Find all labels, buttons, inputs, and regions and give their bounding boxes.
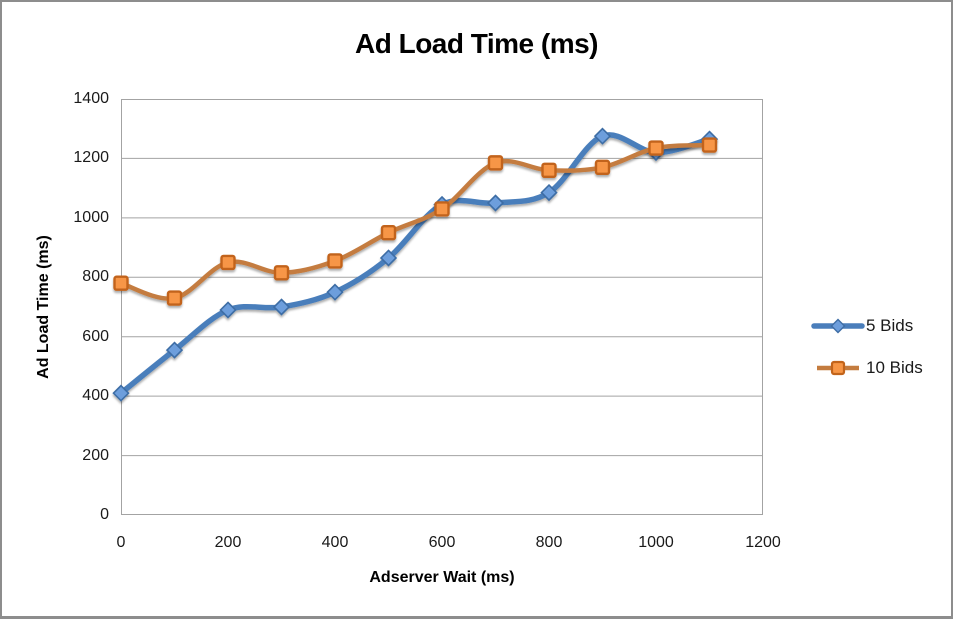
y-tick-label: 200	[82, 446, 109, 464]
x-tick-label: 400	[321, 534, 349, 551]
y-tick-label: 0	[100, 506, 109, 523]
x-tick-label: 600	[428, 534, 456, 551]
x-tick-label: 1200	[745, 534, 781, 551]
y-tick-label: 400	[82, 387, 109, 405]
y-axis-title: Ad Load Time (ms)	[35, 235, 52, 379]
plot-area	[112, 99, 763, 515]
legend: 5 Bids 10 Bids	[811, 316, 923, 378]
y-tick-label: 800	[82, 268, 109, 286]
y-tick-label: 600	[82, 327, 109, 345]
x-tick-label: 800	[535, 534, 563, 551]
y-tick-label: 1000	[73, 208, 109, 226]
legend-label-10-bids: 10 Bids	[866, 358, 923, 377]
x-axis-title: Adserver Wait (ms)	[369, 569, 515, 586]
legend-marker-10-bids-icon	[812, 360, 864, 376]
legend-item-5-bids: 5 Bids	[811, 316, 923, 336]
legend-label-5-bids: 5 Bids	[866, 316, 914, 335]
y-tick-label: 1400	[73, 90, 109, 107]
x-tick-label: 0	[116, 534, 126, 551]
legend-item-10-bids: 10 Bids	[812, 358, 923, 378]
legend-marker-5-bids-icon	[811, 318, 865, 334]
y-tick-label: 1200	[73, 149, 109, 167]
x-tick-label: 1000	[638, 534, 674, 551]
x-tick-label: 200	[214, 534, 242, 551]
chart-title: Ad Load Time (ms)	[354, 28, 599, 59]
